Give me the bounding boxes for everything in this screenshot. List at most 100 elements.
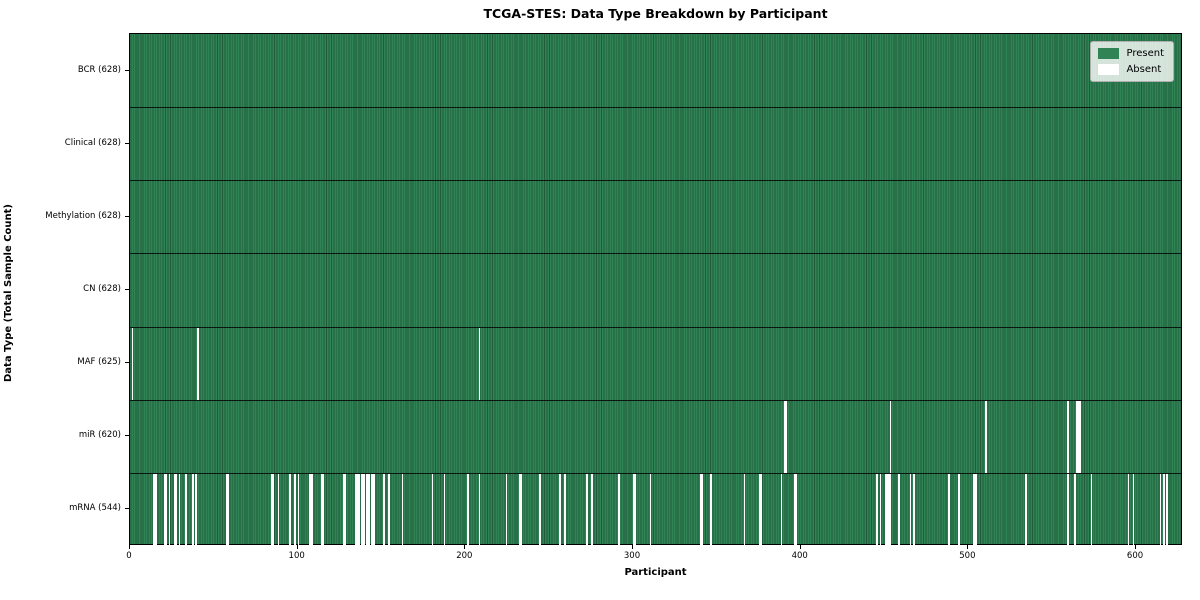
absent-gap [289, 473, 291, 546]
y-tick-label: Methylation (628) [45, 210, 121, 221]
x-tick-mark [799, 545, 801, 549]
row-separator [130, 399, 1181, 401]
present-swatch [1098, 48, 1120, 59]
x-tick-mark [632, 545, 634, 549]
absent-gap [321, 473, 325, 546]
plot-area: Present Absent [129, 33, 1182, 546]
absent-gap [185, 473, 187, 546]
absent-gap [1067, 473, 1069, 546]
absent-gap [168, 473, 171, 546]
absent-gap [309, 473, 313, 546]
absent-swatch [1098, 64, 1120, 75]
absent-gap [793, 473, 798, 546]
absent-gap [443, 473, 446, 546]
absent-gap [879, 473, 882, 546]
absent-gap [700, 473, 704, 546]
absent-gap [948, 473, 950, 546]
absent-gap [564, 473, 566, 546]
absent-gap [1132, 473, 1135, 546]
x-tick-label: 200 [456, 551, 473, 561]
chart-title: TCGA-STES: Data Type Breakdown by Partic… [483, 6, 828, 21]
y-axis-title: Data Type (Total Sample Count) [3, 203, 14, 383]
absent-gap [1166, 473, 1168, 546]
x-tick-mark [464, 545, 466, 549]
y-tick-mark [125, 508, 129, 510]
absent-gap [153, 473, 157, 546]
absent-gap [909, 473, 912, 546]
absent-gap [1127, 473, 1130, 546]
absent-gap [197, 327, 199, 400]
x-tick-label: 300 [623, 551, 641, 561]
y-tick-label: mRNA (544) [69, 503, 121, 514]
absent-gap [758, 473, 763, 546]
absent-gap [1074, 473, 1076, 546]
absent-gap [270, 473, 275, 546]
absent-gap [1159, 473, 1162, 546]
y-tick-mark [125, 215, 129, 217]
absent-gap [467, 473, 469, 546]
row-separator [130, 326, 1181, 328]
y-tick-label: Clinical (628) [64, 137, 121, 148]
absent-gap [591, 473, 593, 546]
absent-gap [985, 400, 987, 473]
x-tick-label: 0 [126, 551, 132, 561]
absent-gap [478, 327, 481, 400]
absent-gap [559, 473, 561, 546]
x-tick-mark [296, 545, 298, 549]
x-tick-mark [129, 545, 130, 549]
absent-gap [192, 473, 194, 546]
absent-gap [388, 473, 390, 546]
y-tick-mark [125, 69, 129, 71]
row-separator [130, 472, 1181, 474]
absent-gap [710, 473, 712, 546]
absent-gap [354, 473, 360, 546]
absent-gap [586, 473, 588, 546]
legend-label-present: Present [1126, 48, 1164, 59]
y-tick-label: CN (628) [83, 284, 121, 294]
legend-entry-absent: Absent [1098, 64, 1164, 75]
absent-gap [1162, 473, 1165, 546]
absent-gap [958, 473, 960, 546]
x-tick-label: 100 [288, 551, 305, 561]
x-tick-label: 400 [791, 551, 808, 561]
absent-gap [1025, 473, 1028, 546]
y-tick-label: miR (620) [78, 430, 121, 441]
absent-gap [876, 473, 878, 546]
absent-gap [478, 473, 481, 546]
absent-gap [361, 473, 365, 546]
absent-gap [973, 473, 977, 546]
y-tick-mark [125, 435, 129, 437]
absent-gap [297, 473, 300, 546]
x-tick-label: 600 [1126, 551, 1144, 561]
absent-gap [225, 473, 229, 546]
absent-gap [1067, 400, 1069, 473]
absent-gap [649, 473, 652, 546]
absent-gap [913, 473, 915, 546]
absent-gap [519, 473, 523, 546]
x-tick-label: 500 [959, 551, 976, 561]
y-tick-label: BCR (628) [77, 64, 121, 75]
y-tick-mark [125, 142, 129, 144]
absent-gap [294, 473, 296, 546]
y-tick-mark [125, 289, 129, 290]
y-tick-label: MAF (625) [77, 357, 121, 368]
legend: Present Absent [1090, 41, 1174, 82]
y-tick-mark [125, 362, 129, 364]
absent-gap [633, 473, 637, 546]
absent-gap [1090, 473, 1093, 546]
legend-entry-present: Present [1098, 48, 1164, 59]
absent-gap [505, 473, 508, 546]
absent-gap [401, 473, 404, 546]
legend-label-absent: Absent [1126, 64, 1162, 75]
x-axis-title: Participant [624, 567, 687, 578]
absent-gap [163, 473, 167, 546]
absent-gap [173, 473, 177, 546]
absent-gap [539, 473, 541, 546]
absent-gap [1075, 400, 1081, 473]
absent-gap [743, 473, 746, 546]
absent-gap [780, 473, 783, 546]
absent-gap [195, 473, 198, 546]
absent-gap [383, 473, 385, 546]
absent-gap [131, 327, 134, 400]
